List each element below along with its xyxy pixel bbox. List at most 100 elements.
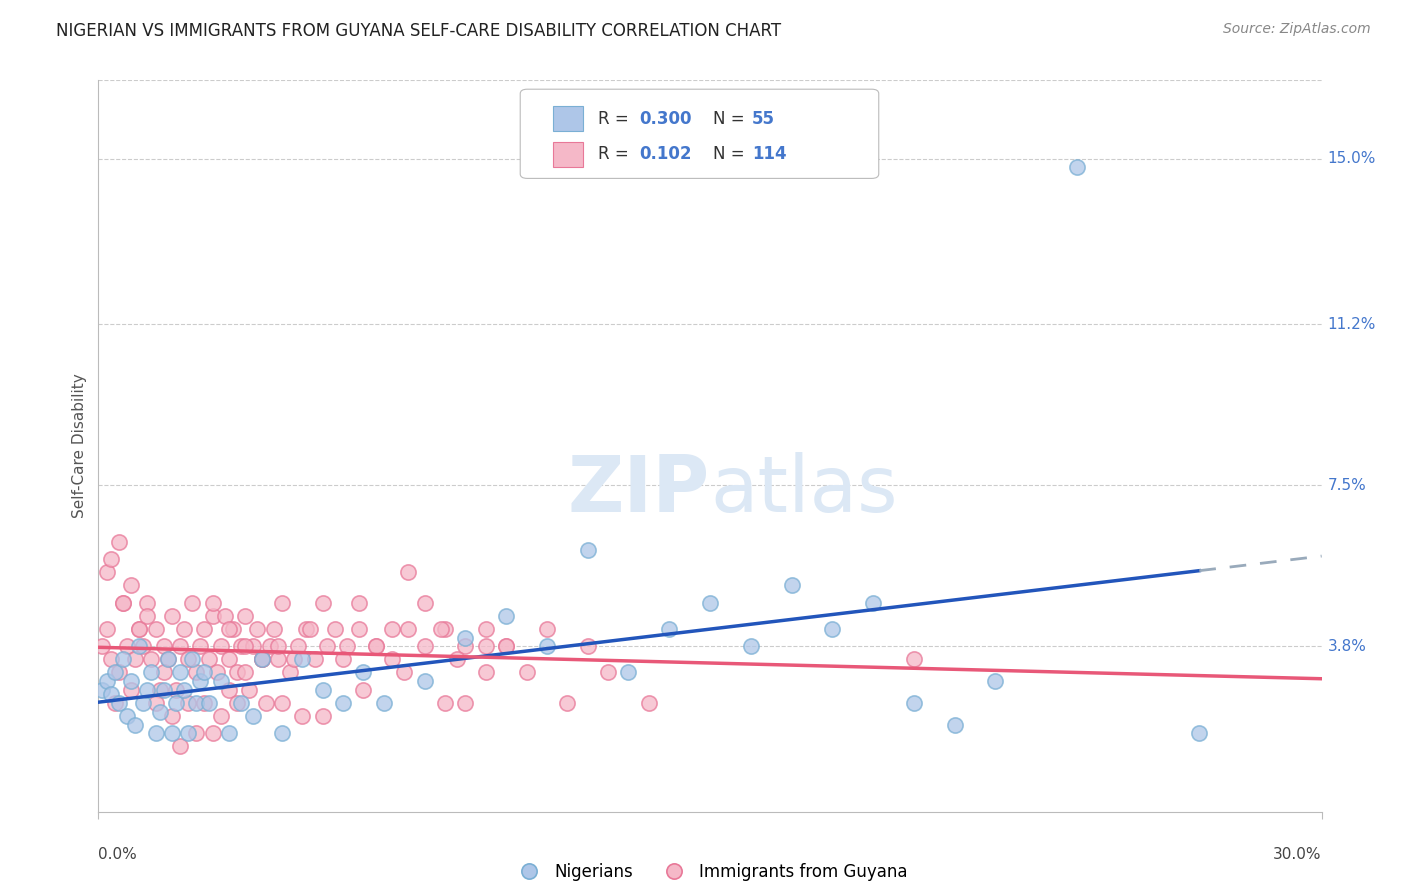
- Point: [100, 687, 122, 701]
- Point: [617, 665, 640, 680]
- Point: [149, 705, 172, 719]
- Point: [115, 640, 138, 654]
- Point: [231, 640, 253, 654]
- Point: [984, 674, 1007, 689]
- Point: [201, 596, 224, 610]
- Text: N =: N =: [713, 145, 749, 163]
- Point: [177, 696, 200, 710]
- Point: [160, 608, 183, 623]
- Point: [446, 652, 468, 666]
- Point: [413, 596, 436, 610]
- Point: [364, 640, 387, 654]
- Point: [434, 622, 457, 636]
- Point: [152, 640, 174, 654]
- Point: [186, 665, 208, 680]
- Point: [278, 665, 301, 680]
- Point: [111, 652, 134, 666]
- Point: [205, 665, 228, 680]
- Point: [242, 640, 264, 654]
- Point: [598, 665, 620, 680]
- Point: [352, 665, 374, 680]
- Point: [233, 640, 256, 654]
- Point: [104, 696, 127, 710]
- Point: [193, 622, 215, 636]
- Text: R =: R =: [598, 110, 634, 128]
- Text: 11.2%: 11.2%: [1327, 317, 1376, 332]
- Text: Source: ZipAtlas.com: Source: ZipAtlas.com: [1223, 22, 1371, 37]
- Point: [270, 726, 294, 740]
- Point: [132, 696, 155, 710]
- Point: [780, 578, 803, 592]
- Point: [169, 739, 191, 754]
- Text: 55: 55: [752, 110, 775, 128]
- Point: [226, 665, 249, 680]
- Point: [201, 608, 224, 623]
- Text: 15.0%: 15.0%: [1327, 151, 1376, 166]
- Point: [197, 696, 219, 710]
- Point: [454, 640, 477, 654]
- Point: [165, 682, 187, 697]
- Point: [108, 665, 131, 680]
- Point: [169, 665, 191, 680]
- Point: [454, 696, 477, 710]
- Point: [474, 640, 498, 654]
- Point: [100, 652, 122, 666]
- Point: [181, 596, 204, 610]
- Point: [132, 640, 155, 654]
- Text: 30.0%: 30.0%: [1274, 847, 1322, 862]
- Point: [136, 682, 159, 697]
- Point: [169, 640, 191, 654]
- Point: [91, 640, 114, 654]
- Point: [181, 652, 204, 666]
- Point: [413, 640, 436, 654]
- Point: [267, 652, 290, 666]
- Point: [100, 552, 122, 566]
- Point: [246, 622, 269, 636]
- Point: [392, 665, 416, 680]
- Text: 0.102: 0.102: [640, 145, 692, 163]
- Point: [312, 596, 335, 610]
- Point: [218, 726, 240, 740]
- Point: [111, 596, 134, 610]
- Point: [120, 674, 142, 689]
- Point: [250, 652, 273, 666]
- Point: [160, 709, 183, 723]
- Point: [381, 652, 404, 666]
- Point: [128, 622, 150, 636]
- Point: [152, 682, 174, 697]
- Point: [214, 608, 236, 623]
- Point: [141, 665, 163, 680]
- Point: [495, 640, 517, 654]
- Point: [96, 622, 118, 636]
- Point: [96, 566, 118, 580]
- Point: [108, 534, 131, 549]
- Point: [188, 674, 212, 689]
- Point: [254, 696, 277, 710]
- Point: [283, 652, 305, 666]
- Point: [186, 696, 208, 710]
- Point: [124, 652, 146, 666]
- Point: [209, 709, 232, 723]
- Point: [323, 622, 346, 636]
- Legend: Nigerians, Immigrants from Guyana: Nigerians, Immigrants from Guyana: [506, 856, 914, 888]
- Point: [454, 631, 477, 645]
- Point: [149, 682, 172, 697]
- Point: [250, 652, 273, 666]
- Point: [152, 665, 174, 680]
- Point: [263, 622, 285, 636]
- Point: [332, 652, 354, 666]
- Point: [104, 665, 127, 680]
- Point: [209, 674, 232, 689]
- Point: [637, 696, 661, 710]
- Point: [156, 652, 179, 666]
- Point: [226, 696, 249, 710]
- Point: [136, 596, 159, 610]
- Point: [536, 640, 558, 654]
- Point: [120, 682, 142, 697]
- Point: [291, 709, 314, 723]
- Point: [141, 652, 163, 666]
- Point: [218, 622, 240, 636]
- Point: [197, 652, 219, 666]
- Point: [111, 596, 134, 610]
- Point: [304, 652, 326, 666]
